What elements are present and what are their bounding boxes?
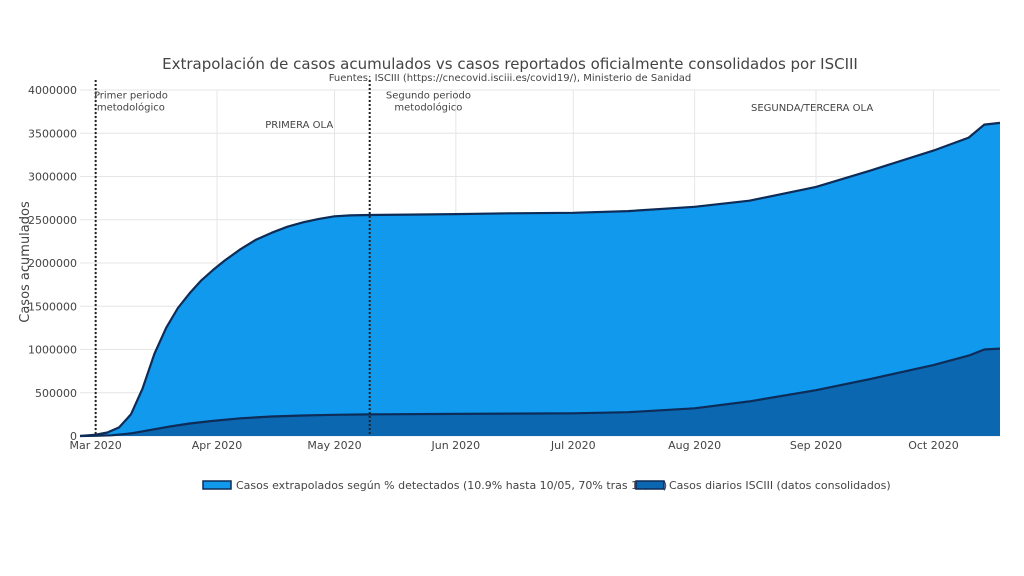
y-tick-label: 1000000 [28,344,77,357]
legend-item[interactable]: Casos extrapolados según % detectados (1… [202,479,667,492]
legend-item[interactable]: Casos diarios ISCIII (datos consolidados… [635,479,891,492]
legend: Casos extrapolados según % detectados (1… [202,479,891,492]
legend-swatch [202,480,232,490]
x-tick-label: Jun 2020 [430,439,480,452]
chart-annotation: Segundo periodo metodológico [386,91,471,114]
chart-title: Extrapolación de casos acumulados vs cas… [162,55,858,73]
chart-annotation: SEGUNDA/TERCERA OLA [751,103,873,114]
vline-layer [94,80,371,436]
annotation-line: Primer periodo [94,91,168,102]
chart-annotation: Primer periodo metodológico [94,91,168,114]
y-axis-label: Casos acumulados [18,201,33,323]
x-tick-label: Mar 2020 [70,439,122,452]
series-line-1 [79,347,1001,438]
series-layer [79,121,1001,438]
annotation-line: PRIMERA OLA [265,120,333,131]
x-tick-label: Sep 2020 [790,439,842,452]
annotation-line: metodológico [97,102,165,114]
y-tick-label: 0 [70,430,77,443]
annotation-line: Segundo periodo [386,91,471,102]
legend-label: Casos diarios ISCIII (datos consolidados… [669,479,891,492]
tick-layer: 0 500000 1000000 1500000 2000000 2500000 30000… [28,84,959,452]
annotation-line: metodológico [394,102,462,114]
y-tick-label: 500000 [35,387,77,400]
y-tick-label: 2500000 [28,214,77,227]
annotation-line: SEGUNDA/TERCERA OLA [751,103,873,114]
y-tick-label: 1500000 [28,300,77,313]
series-area-0 [80,122,1000,437]
legend-swatch [635,480,665,490]
x-tick-label: Oct 2020 [908,439,959,452]
x-tick-label: May 2020 [307,439,361,452]
chart-subtitle: Fuentes: ISCIII (https://cnecovid.isciii… [329,73,692,84]
legend-label: Casos extrapolados según % detectados (1… [236,479,667,492]
y-tick-label: 3500000 [28,127,77,140]
series-line-0 [79,121,1001,438]
x-tick-label: Jul 2020 [550,439,596,452]
series-area-1 [80,348,1000,436]
x-tick-label: Apr 2020 [192,439,243,452]
y-tick-label: 4000000 [28,84,77,97]
y-tick-label: 3000000 [28,171,77,184]
x-tick-label: Aug 2020 [668,439,721,452]
chart-annotation: PRIMERA OLA [265,120,333,131]
y-tick-label: 2000000 [28,257,77,270]
